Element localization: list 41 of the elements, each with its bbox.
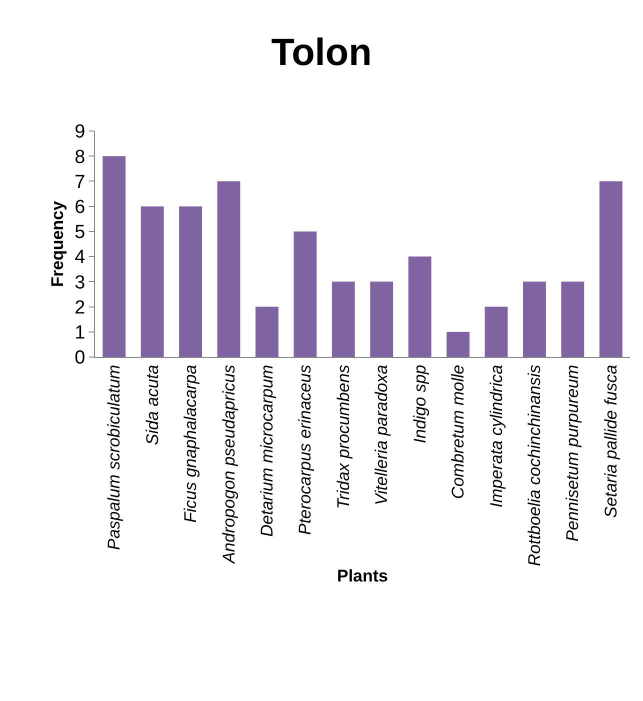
bar	[408, 256, 432, 357]
y-tick-label: 4	[74, 247, 86, 268]
y-tick-label: 0	[74, 348, 86, 369]
bar	[484, 306, 508, 357]
bar	[102, 156, 126, 357]
x-tick-label: Pennisetum purpureum	[563, 364, 582, 542]
x-tick-label: Vitelleria paradoxa	[372, 364, 392, 506]
x-tick-label: Imperata cylindrica	[486, 364, 506, 508]
bar	[217, 181, 240, 357]
x-tick-label: Paspalum scrobiculatum	[104, 364, 124, 550]
x-tick-label: Setaria pallide fusca	[601, 364, 620, 518]
x-axis-title: Plants	[336, 566, 388, 586]
bar	[256, 306, 278, 357]
bar	[370, 282, 394, 357]
bar	[523, 282, 546, 357]
bar	[294, 231, 317, 357]
x-tick-label: Combretum molle	[448, 364, 468, 499]
bar	[140, 206, 164, 357]
x-tick-label: Tridax procumbens	[334, 364, 353, 510]
y-tick-label: 5	[74, 222, 86, 244]
x-tick-label: Indigo spp	[410, 364, 430, 444]
y-tick-label: 9	[74, 122, 86, 143]
x-tick-label: Pterocarpus erinaceus	[296, 364, 315, 535]
bar	[561, 282, 584, 357]
y-tick-label: 2	[74, 297, 86, 318]
x-tick-label: Andropogon pseudapricus	[219, 364, 238, 564]
y-axis-title: Frequency	[48, 200, 68, 287]
x-tick-label: Sida acuta	[142, 364, 162, 446]
x-tick-label: Rottboelia cochinchinansis	[524, 364, 544, 566]
y-tick-label: 8	[74, 146, 86, 168]
bar	[332, 282, 355, 357]
y-tick-label: 6	[74, 196, 86, 218]
bar	[179, 206, 202, 357]
bar	[599, 181, 622, 357]
y-tick-label: 1	[74, 322, 86, 344]
y-tick-label: 7	[74, 172, 86, 193]
x-tick-label: Ficus gnaphalacarpa	[181, 364, 200, 523]
x-tick-label: Detarium microcarpum	[257, 364, 276, 537]
bar	[446, 332, 470, 357]
chart-title: Tolon	[271, 32, 372, 74]
y-tick-label: 3	[74, 272, 86, 294]
